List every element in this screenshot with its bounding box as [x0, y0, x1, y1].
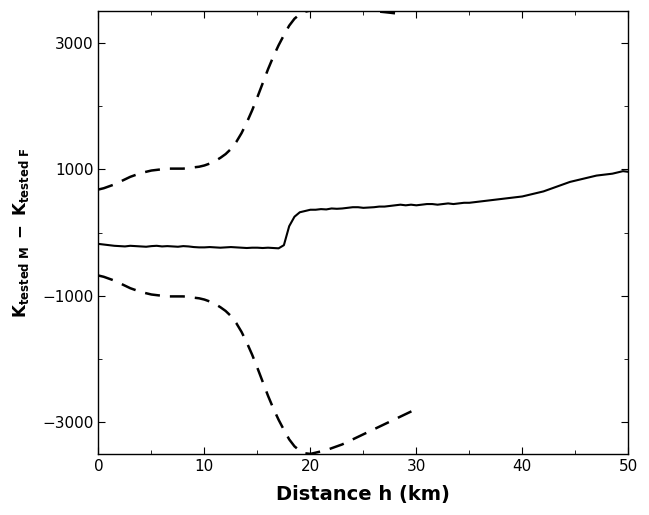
Y-axis label: $\mathbf{K_{tested\ M}\ -\ K_{tested\ F}}$: $\mathbf{K_{tested\ M}\ -\ K_{tested\ F}… [11, 147, 31, 318]
X-axis label: Distance h (km): Distance h (km) [276, 485, 450, 504]
